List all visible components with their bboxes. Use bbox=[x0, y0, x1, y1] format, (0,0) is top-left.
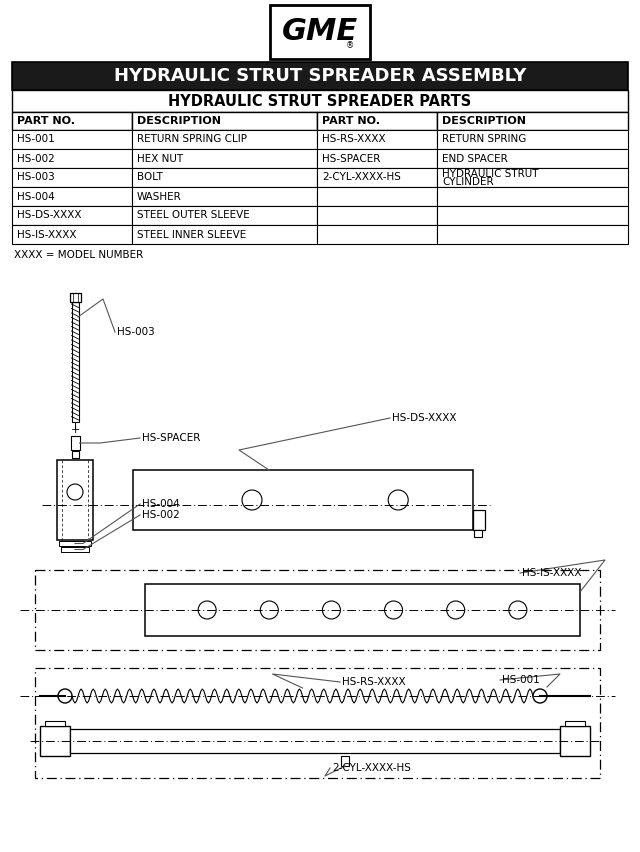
Bar bbox=[560, 726, 590, 756]
Bar bbox=[12, 130, 132, 149]
Text: WASHER: WASHER bbox=[137, 192, 182, 202]
Text: RETURN SPRING: RETURN SPRING bbox=[442, 135, 527, 145]
Bar bbox=[12, 90, 628, 112]
Text: HS-004: HS-004 bbox=[142, 499, 180, 509]
Bar bbox=[317, 112, 437, 130]
Text: HS-001: HS-001 bbox=[502, 675, 540, 685]
Text: HS-003: HS-003 bbox=[17, 172, 55, 182]
Bar bbox=[70, 293, 81, 302]
Text: HS-IS-XXXX: HS-IS-XXXX bbox=[522, 568, 582, 578]
Text: HS-002: HS-002 bbox=[17, 153, 55, 164]
Bar bbox=[145, 584, 580, 636]
Bar bbox=[12, 168, 132, 187]
Bar bbox=[70, 436, 79, 450]
Text: HYDRAULIC STRUT SPREADER PARTS: HYDRAULIC STRUT SPREADER PARTS bbox=[168, 94, 472, 108]
Text: XXXX = MODEL NUMBER: XXXX = MODEL NUMBER bbox=[14, 250, 143, 260]
Bar bbox=[70, 729, 560, 753]
Bar bbox=[437, 112, 628, 130]
Bar bbox=[317, 168, 437, 187]
Text: DESCRIPTION: DESCRIPTION bbox=[442, 116, 526, 126]
Text: HS-RS-XXXX: HS-RS-XXXX bbox=[323, 135, 386, 145]
Text: HS-001: HS-001 bbox=[17, 135, 55, 145]
Bar bbox=[132, 206, 317, 225]
Bar bbox=[132, 130, 317, 149]
Text: +: + bbox=[70, 425, 80, 435]
Bar bbox=[59, 541, 91, 546]
Text: STEEL INNER SLEEVE: STEEL INNER SLEEVE bbox=[137, 229, 246, 239]
Bar bbox=[12, 225, 132, 244]
Circle shape bbox=[58, 689, 72, 703]
Text: PART NO.: PART NO. bbox=[17, 116, 75, 126]
Text: 2-CYL-XXXX-HS: 2-CYL-XXXX-HS bbox=[332, 763, 411, 773]
Bar bbox=[35, 570, 600, 650]
Bar bbox=[12, 112, 132, 130]
Circle shape bbox=[385, 601, 403, 619]
Circle shape bbox=[198, 601, 216, 619]
Bar bbox=[341, 756, 349, 766]
Text: STEEL OUTER SLEEVE: STEEL OUTER SLEEVE bbox=[137, 210, 250, 221]
Circle shape bbox=[533, 689, 547, 703]
Bar bbox=[45, 721, 65, 726]
Text: 2-CYL-XXXX-HS: 2-CYL-XXXX-HS bbox=[323, 172, 401, 182]
Bar bbox=[437, 168, 628, 187]
Circle shape bbox=[447, 601, 465, 619]
Text: HS-002: HS-002 bbox=[142, 510, 180, 520]
Bar bbox=[12, 206, 132, 225]
Bar bbox=[12, 62, 628, 90]
Text: HS-003: HS-003 bbox=[117, 327, 155, 337]
Circle shape bbox=[323, 601, 340, 619]
Text: DESCRIPTION: DESCRIPTION bbox=[137, 116, 221, 126]
Text: HYDRAULIC STRUT: HYDRAULIC STRUT bbox=[442, 169, 539, 179]
Bar bbox=[317, 187, 437, 206]
Circle shape bbox=[388, 490, 408, 510]
Circle shape bbox=[67, 484, 83, 500]
Text: HS-RS-XXXX: HS-RS-XXXX bbox=[342, 677, 406, 687]
Bar bbox=[317, 206, 437, 225]
Text: HS-004: HS-004 bbox=[17, 192, 55, 202]
Bar bbox=[437, 187, 628, 206]
Circle shape bbox=[242, 490, 262, 510]
Text: HEX NUT: HEX NUT bbox=[137, 153, 183, 164]
Bar bbox=[437, 206, 628, 225]
Bar bbox=[132, 149, 317, 168]
Text: PART NO.: PART NO. bbox=[323, 116, 380, 126]
Text: HYDRAULIC STRUT SPREADER ASSEMBLY: HYDRAULIC STRUT SPREADER ASSEMBLY bbox=[114, 67, 526, 85]
Bar bbox=[473, 510, 485, 530]
Text: HS-DS-XXXX: HS-DS-XXXX bbox=[17, 210, 81, 221]
Text: CYLINDER: CYLINDER bbox=[442, 177, 494, 187]
Text: RETURN SPRING CLIP: RETURN SPRING CLIP bbox=[137, 135, 247, 145]
Bar bbox=[437, 225, 628, 244]
Text: GME: GME bbox=[282, 18, 358, 47]
Text: HS-SPACER: HS-SPACER bbox=[142, 433, 200, 443]
Bar bbox=[72, 451, 79, 458]
Bar bbox=[12, 187, 132, 206]
Bar bbox=[57, 460, 93, 540]
Text: GME: GME bbox=[282, 18, 358, 47]
Bar bbox=[72, 302, 79, 422]
Bar bbox=[317, 225, 437, 244]
Text: HS-IS-XXXX: HS-IS-XXXX bbox=[17, 229, 77, 239]
Bar bbox=[61, 547, 89, 552]
Bar bbox=[474, 530, 482, 537]
Bar bbox=[437, 130, 628, 149]
Bar bbox=[437, 149, 628, 168]
Circle shape bbox=[509, 601, 527, 619]
Text: HS-SPACER: HS-SPACER bbox=[323, 153, 381, 164]
Bar bbox=[317, 130, 437, 149]
Text: ®: ® bbox=[346, 42, 354, 50]
Circle shape bbox=[260, 601, 278, 619]
Bar bbox=[132, 187, 317, 206]
Bar bbox=[565, 721, 585, 726]
Bar bbox=[12, 149, 132, 168]
Bar bbox=[132, 112, 317, 130]
Bar bbox=[132, 168, 317, 187]
Text: END SPACER: END SPACER bbox=[442, 153, 508, 164]
Text: HS-DS-XXXX: HS-DS-XXXX bbox=[392, 413, 456, 423]
Bar bbox=[133, 470, 473, 530]
Bar bbox=[132, 225, 317, 244]
Bar bbox=[35, 668, 600, 778]
Text: BOLT: BOLT bbox=[137, 172, 163, 182]
Bar bbox=[40, 726, 70, 756]
Bar bbox=[317, 149, 437, 168]
